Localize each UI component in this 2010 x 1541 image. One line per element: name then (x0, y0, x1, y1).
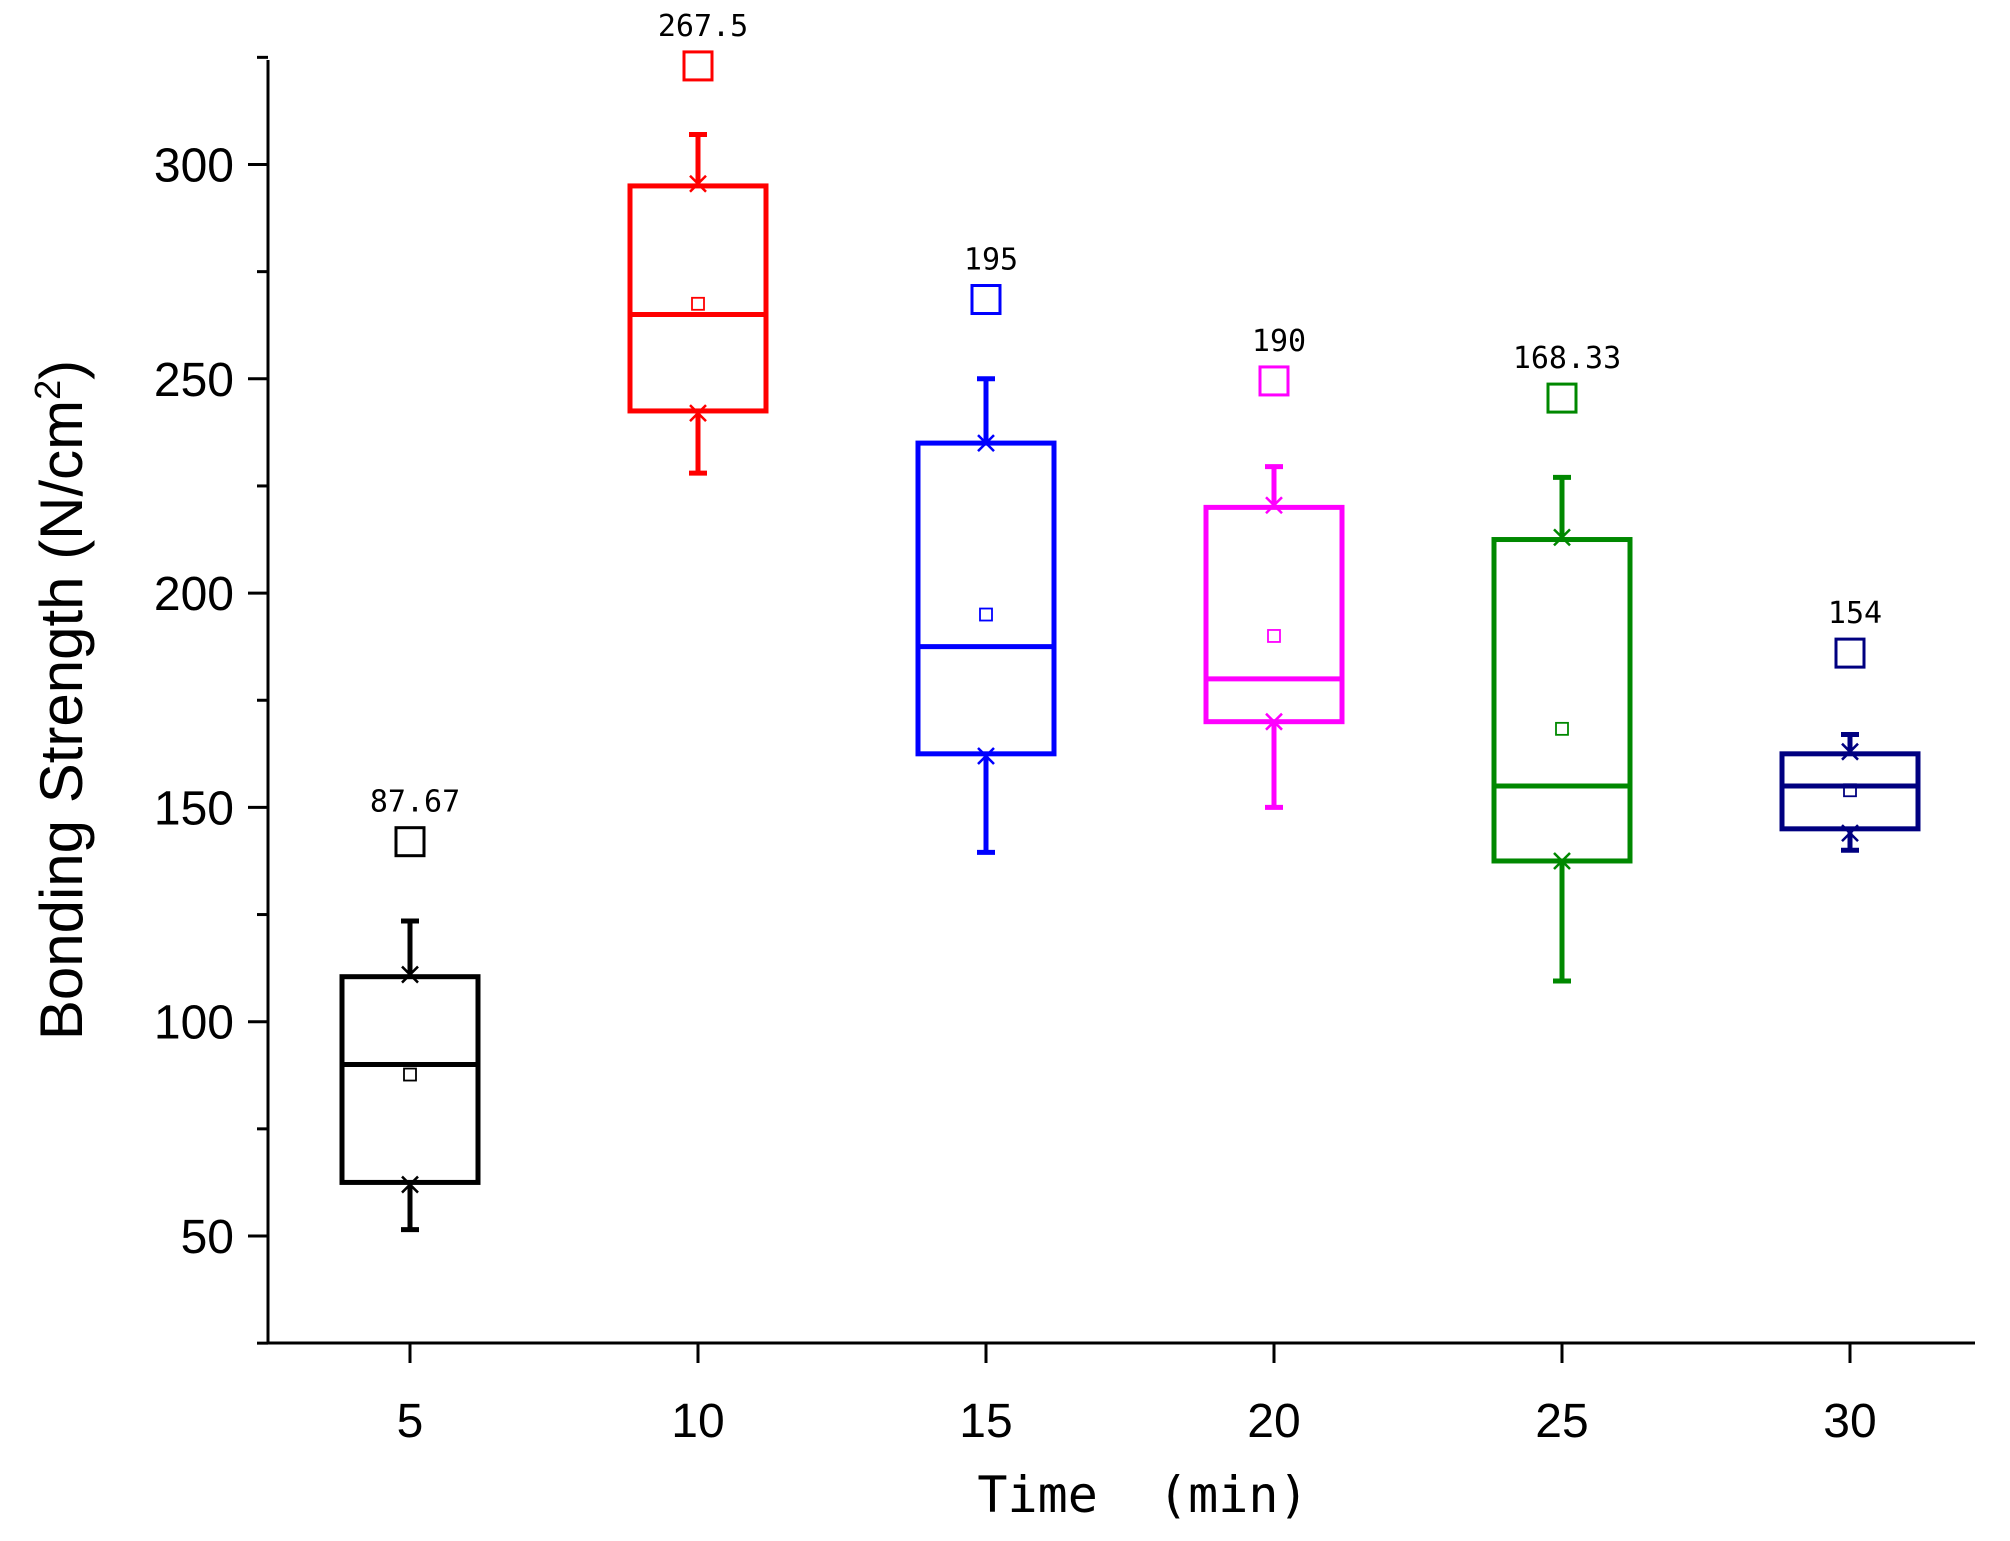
mean-marker (979, 607, 993, 622)
percentile-marker-p1 (401, 1175, 419, 1194)
mean-marker (1555, 721, 1569, 736)
iqr-box (1491, 537, 1633, 864)
mean-marker (1843, 783, 1857, 798)
axes (266, 60, 1975, 1345)
y-axis-label-suffix: ) (28, 360, 95, 380)
iqr-box (627, 183, 769, 414)
y-axis-label-main: Bonding Strength (N/cm (28, 400, 95, 1040)
iqr-box (1203, 504, 1345, 725)
x-tick-label: 5 (397, 1395, 424, 1448)
box-group-30: 154 (1779, 596, 1921, 853)
mean-marker (1267, 629, 1281, 643)
outlier-marker (682, 50, 714, 82)
mean-value-label: 195 (964, 243, 1018, 278)
x-tick-label: 10 (671, 1395, 724, 1448)
x-tick-label: 20 (1247, 1395, 1300, 1448)
y-tick-label: 300 (154, 140, 234, 193)
percentile-marker-p99 (1553, 528, 1571, 547)
x-tick-label: 30 (1823, 1395, 1876, 1448)
mean-value-label: 87.67 (370, 785, 460, 820)
percentile-marker-p1 (977, 747, 995, 765)
boxes: 87.67 267.5 195 190 168.33 154 (339, 9, 1921, 1233)
percentile-marker-p99 (1265, 496, 1283, 515)
outlier-marker (394, 826, 426, 858)
iqr-box (1779, 751, 1921, 832)
y-tick-label: 150 (154, 782, 234, 835)
y-tick-label: 100 (154, 997, 234, 1050)
y-tick-label: 50 (181, 1211, 234, 1264)
y-tick-label: 250 (154, 354, 234, 407)
iqr-box (915, 440, 1057, 757)
x-tick-label: 25 (1535, 1395, 1588, 1448)
percentile-marker-p1 (1265, 712, 1283, 731)
box-group-20: 190 (1203, 324, 1345, 810)
percentile-marker-p1 (1841, 824, 1859, 842)
percentile-marker-p99 (689, 174, 707, 193)
box-group-15: 195 (915, 243, 1057, 855)
x-tick-label: 15 (959, 1395, 1012, 1448)
mean-value-label: 267.5 (658, 9, 748, 44)
percentile-marker-p99 (977, 434, 995, 452)
percentile-marker-p1 (689, 404, 707, 422)
outlier-marker (1258, 365, 1290, 397)
y-axis-label: Bonding Strength (N/cm2) (27, 360, 95, 1040)
mean-value-label: 168.33 (1513, 341, 1621, 376)
box-group-10: 267.5 (627, 9, 769, 476)
y-tick-label: 200 (154, 568, 234, 621)
percentile-marker-p99 (401, 965, 419, 984)
outlier-marker (970, 284, 1002, 316)
percentile-marker-p99 (1841, 742, 1859, 761)
box-group-5: 87.67 (339, 785, 481, 1233)
mean-value-label: 190 (1252, 324, 1306, 359)
x-axis-label: Time (min) (977, 1466, 1308, 1524)
y-axis-label-superscript: 2 (27, 380, 68, 400)
x-ticks: 5 10 15 20 25 30 (397, 1343, 1877, 1448)
outlier-marker (1546, 382, 1578, 414)
mean-value-label: 154 (1828, 596, 1882, 631)
percentile-marker-p1 (1553, 852, 1571, 870)
outlier-marker (1834, 637, 1866, 669)
box-group-25: 168.33 (1491, 341, 1633, 984)
mean-marker (691, 296, 705, 311)
iqr-box (339, 974, 481, 1185)
y-ticks: 50 100 150 200 250 300 (154, 55, 268, 1345)
mean-marker (403, 1067, 417, 1082)
